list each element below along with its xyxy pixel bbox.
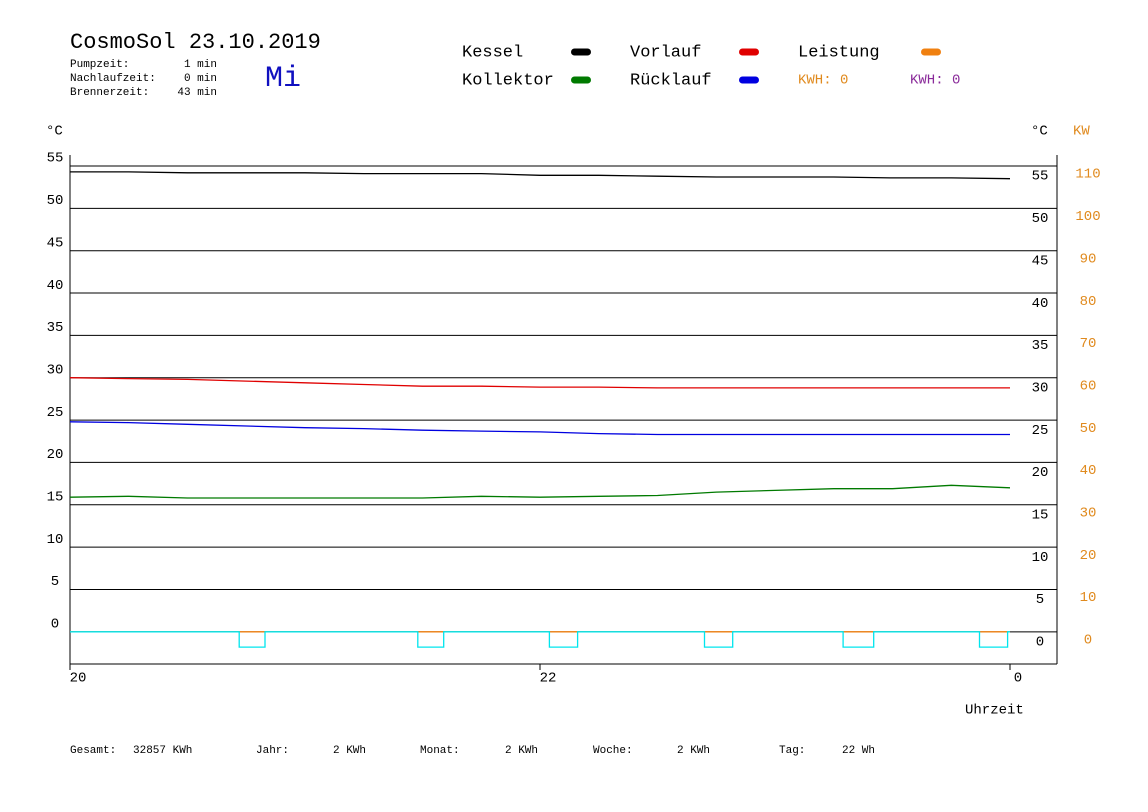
total-value: 2 KWh [505,745,538,757]
y-tick-label: 10 [47,532,64,548]
y-tick-label: 15 [47,489,64,505]
y-tick-label-right: 15 [1032,507,1049,523]
y-tick-label: 0 [51,617,59,633]
y2-tick-label: 70 [1080,336,1097,352]
series-line [70,171,1011,180]
x-tick-label: 20 [70,671,87,687]
x-tick-label: 22 [540,671,557,687]
stat-label: Pumpzeit: [70,59,129,71]
stat-value: 43 min [177,87,217,99]
y-unit: °C [46,124,63,140]
y-tick-label-right: 45 [1032,253,1049,269]
y-tick-label-right: 50 [1032,211,1049,227]
legend-label: Kessel [462,43,523,62]
legend-swatch [921,48,941,56]
total-label: Gesamt: [70,745,116,757]
x-label: Uhrzeit [965,703,1024,719]
total-label: Tag: [779,745,805,757]
legend-swatch [739,76,759,84]
y2-tick-label: 60 [1080,378,1097,394]
y-tick-label: 45 [47,235,64,251]
day: Mi [265,62,301,96]
y2-tick-label: 80 [1080,294,1097,310]
kwh-label: KWH: 0 [798,73,848,89]
y-unit-right: °C [1031,124,1048,140]
y-tick-label-right: 10 [1032,550,1049,566]
stat-value: 1 min [184,59,217,71]
series-line [69,484,1011,499]
total-label: Woche: [593,745,633,757]
y2-tick-label: 50 [1080,421,1097,437]
y2-tick-label: 20 [1080,548,1097,564]
y-tick-label-right: 20 [1032,465,1049,481]
legend-swatch [739,48,759,56]
legend-label: Kollektor [462,71,554,90]
total-label: Monat: [420,745,460,757]
y-tick-label: 40 [47,278,64,294]
stat-label: Brennerzeit: [70,87,149,99]
legend-label: Rücklauf [630,71,712,90]
y-tick-label: 35 [47,320,64,336]
legend-swatch [571,76,591,84]
total-value: 22 Wh [842,745,875,757]
y-tick-label-right: 55 [1032,169,1049,185]
y2-tick-label: 10 [1080,590,1097,606]
y2-tick-label: 0 [1084,633,1092,649]
stat-value: 0 min [184,73,217,85]
y-tick-label-right: 25 [1032,423,1049,439]
series-line [69,377,1010,389]
y-tick-label: 5 [51,574,59,590]
y2-tick-label: 110 [1075,167,1100,183]
legend-swatch [571,48,591,56]
y2-tick-label: 40 [1080,463,1097,479]
y-tick-label-right: 5 [1036,592,1044,608]
kwh-label: KWH: 0 [910,73,960,89]
chart-title: CosmoSol 23.10.2019 [70,30,321,55]
legend-label: Vorlauf [630,43,701,62]
y-tick-label: 25 [47,405,64,421]
series-line [69,421,1010,436]
stat-label: Nachlaufzeit: [70,73,156,85]
y2-tick-label: 100 [1075,209,1100,225]
total-value: 32857 KWh [133,745,192,757]
y-tick-label-right: 35 [1032,338,1049,354]
y-tick-label: 55 [47,151,64,167]
y-tick-label-right: 30 [1032,380,1049,396]
y-tick-label: 30 [47,362,64,378]
legend-label: Leistung [798,43,880,62]
y-tick-label-right: 0 [1036,635,1044,651]
total-value: 2 KWh [333,745,366,757]
y-tick-label: 20 [47,447,64,463]
total-label: Jahr: [256,745,289,757]
x-tick-label: 0 [1014,671,1022,687]
y2-unit: KW [1073,124,1090,140]
pump-line [70,631,1010,648]
y2-tick-label: 30 [1080,505,1097,521]
y-tick-label-right: 40 [1032,296,1049,312]
total-value: 2 KWh [677,745,710,757]
y2-tick-label: 90 [1080,251,1097,267]
y-tick-label: 50 [47,193,64,209]
